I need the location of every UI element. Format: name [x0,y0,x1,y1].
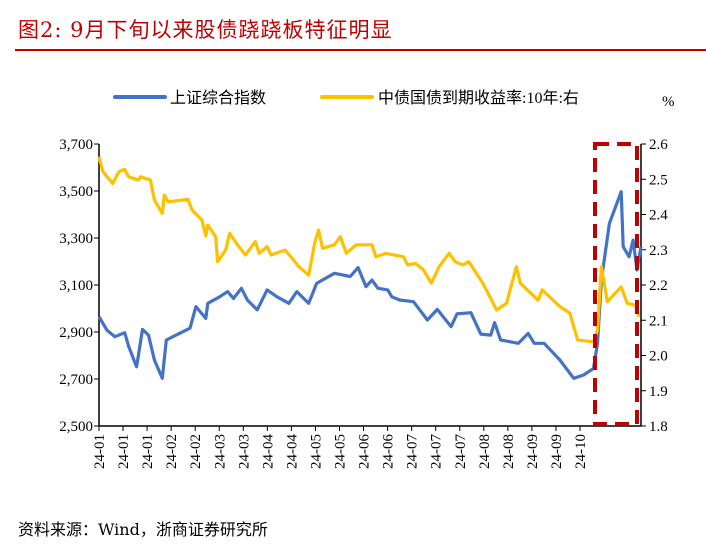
left-y-tick-label: 2,900 [59,325,93,341]
left-y-tick-label: 2,500 [59,419,93,435]
x-tick-label: 24-10 [573,434,589,469]
right-y-tick-label: 1.9 [649,384,668,400]
x-tick-label: 24-08 [501,434,517,469]
x-tick-label: 24-07 [453,434,469,469]
x-tick-label: 24-09 [525,434,541,469]
right-y-tick-label: 2.0 [649,349,668,365]
x-tick-label: 24-05 [308,434,324,469]
series-line-shanghai-index [97,190,643,380]
x-tick-label: 24-06 [357,434,373,469]
left-y-tick-label: 3,700 [59,137,93,153]
x-tick-label: 24-01 [92,434,108,469]
x-tick-label: 24-09 [549,434,565,469]
right-y-tick-label: 2.5 [649,172,668,188]
x-tick-label: 24-02 [188,434,204,469]
x-tick-label: 24-03 [212,434,228,469]
left-y-tick-label: 3,100 [59,278,93,294]
right-y-tick-label: 2.1 [649,313,668,329]
figure-title: 图2: 9月下旬以来股债跷跷板特征明显 [18,18,393,42]
right-y-tick-label: 2.6 [649,137,668,153]
right-y-tick-label: 1.8 [649,419,668,435]
x-tick-label: 24-01 [140,434,156,469]
x-tick-label: 24-04 [260,434,276,469]
right-y-tick-label: 2.2 [649,278,668,294]
x-tick-label: 24-07 [405,434,421,469]
x-tick-label: 24-02 [164,434,180,469]
legend-label-bond-yield: 中债国债到期收益率:10年:右 [378,89,579,107]
x-tick-label: 24-04 [284,434,300,469]
highlight-box [593,142,639,426]
x-tick-label: 24-08 [477,434,493,469]
right-y-tick-label: 2.4 [649,208,668,224]
series-line-bond-yield [97,156,641,344]
x-tick-label: 24-03 [236,434,252,469]
right-y-tick-label: 2.3 [649,243,668,259]
left-y-tick-label: 3,300 [59,231,93,247]
x-tick-label: 24-06 [381,434,397,469]
source-note: 资料来源：Wind，浙商证券研究所 [18,520,268,539]
legend-label-index: 上证综合指数 [170,89,266,107]
legend: 上证综合指数 中债国债到期收益率:10年:右 [113,89,579,107]
left-y-tick-label: 2,700 [59,372,93,388]
title-divider [15,49,706,51]
x-tick-label: 24-01 [116,434,132,469]
x-tick-label: 24-05 [333,434,349,469]
right-axis-unit: % [662,94,675,110]
left-y-tick-label: 3,500 [59,184,93,200]
x-tick-label: 24-07 [429,434,445,469]
